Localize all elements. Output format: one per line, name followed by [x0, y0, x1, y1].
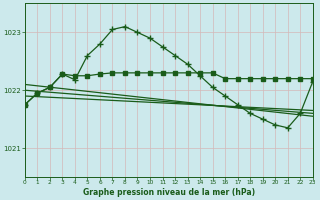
X-axis label: Graphe pression niveau de la mer (hPa): Graphe pression niveau de la mer (hPa) — [83, 188, 255, 197]
